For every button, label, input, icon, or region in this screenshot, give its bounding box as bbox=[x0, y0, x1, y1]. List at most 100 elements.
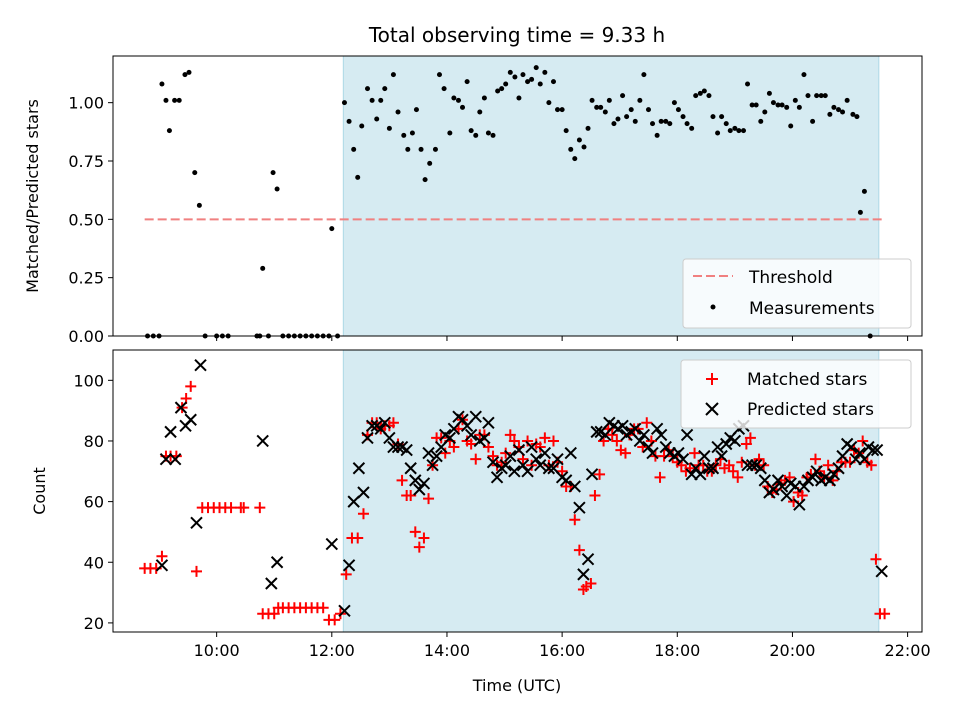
matched-star-point bbox=[405, 490, 417, 502]
predicted-star-point bbox=[521, 465, 534, 478]
measurement-point bbox=[861, 188, 867, 194]
measurement-point bbox=[602, 109, 608, 115]
top-legend: Threshold Measurements bbox=[682, 258, 912, 329]
measurement-point bbox=[770, 100, 776, 106]
x-tick-label: 14:00 bbox=[424, 641, 470, 660]
measurement-point bbox=[762, 109, 768, 115]
y-tick-label: 0.50 bbox=[68, 210, 104, 229]
measurement-point bbox=[706, 93, 712, 99]
measurement-point bbox=[563, 128, 569, 134]
measurement-point bbox=[784, 104, 790, 110]
measurement-point bbox=[405, 146, 411, 152]
measurement-point bbox=[533, 65, 539, 71]
top-y-axis-ticks: 0.00 0.25 0.50 0.75 1.00 bbox=[68, 94, 113, 346]
predicted-star-point bbox=[793, 498, 806, 511]
y-tick-label: 20 bbox=[84, 614, 104, 633]
measurement-point bbox=[741, 128, 747, 134]
predicted-star-point bbox=[745, 459, 759, 472]
predicted-star-point bbox=[391, 440, 405, 454]
matched-star-point bbox=[879, 608, 891, 620]
measurement-point bbox=[658, 118, 664, 124]
measurement-point bbox=[507, 69, 513, 75]
bottom-y-axis-ticks: 20 40 60 80 100 bbox=[73, 371, 113, 633]
predicted-star-point bbox=[875, 565, 888, 578]
predicted-star-point bbox=[478, 431, 491, 445]
measurement-point bbox=[598, 104, 604, 110]
matched-star-point bbox=[585, 577, 597, 589]
measurement-point bbox=[401, 132, 407, 138]
matched-star-point bbox=[809, 453, 821, 465]
measurement-point bbox=[422, 177, 428, 183]
predicted-star-point bbox=[174, 401, 188, 414]
predicted-star-point bbox=[159, 452, 173, 466]
predicted-star-point bbox=[365, 419, 379, 433]
measurement-point bbox=[525, 79, 531, 85]
predicted-star-point bbox=[352, 462, 366, 475]
predicted-star-point bbox=[577, 568, 590, 581]
measurement-point bbox=[427, 160, 433, 166]
predicted-star-point bbox=[706, 462, 720, 475]
matched-star-point bbox=[423, 493, 435, 505]
bottom-x-axis-ticks: 10:00 12:00 14:00 16:00 18:00 20:00 22:00 bbox=[194, 632, 931, 660]
measurement-point bbox=[512, 74, 518, 80]
predicted-star-point bbox=[581, 553, 595, 566]
measurement-point bbox=[386, 125, 392, 131]
predicted-star-point bbox=[629, 422, 642, 436]
matched-star-point bbox=[439, 447, 451, 459]
measurement-point bbox=[645, 107, 651, 113]
y-tick-label: 80 bbox=[84, 432, 104, 451]
measurement-point bbox=[745, 81, 751, 87]
measurement-point bbox=[805, 93, 811, 99]
measurement-point bbox=[559, 107, 565, 113]
predicted-star-point bbox=[694, 468, 707, 481]
y-tick-label: 1.00 bbox=[68, 94, 104, 113]
measurement-point bbox=[460, 104, 466, 110]
predicted-star-point bbox=[585, 468, 599, 481]
measurement-point bbox=[542, 69, 548, 75]
measurement-point bbox=[495, 88, 501, 94]
matched-star-point bbox=[317, 602, 329, 614]
measurement-point bbox=[172, 97, 178, 103]
predicted-star-point bbox=[499, 459, 512, 472]
measurement-point bbox=[503, 81, 509, 87]
measurement-point bbox=[182, 72, 188, 78]
legend-matched-label: Matched stars bbox=[747, 370, 867, 390]
measurement-point bbox=[779, 102, 785, 108]
top-legend-box bbox=[682, 258, 912, 329]
predicted-star-point bbox=[512, 443, 526, 457]
measurement-point bbox=[432, 146, 438, 152]
predicted-star-point bbox=[530, 452, 543, 466]
matched-star-point bbox=[487, 450, 499, 462]
predicted-star-point bbox=[573, 501, 586, 514]
predicted-star-point bbox=[400, 443, 413, 457]
predicted-star-point bbox=[590, 425, 603, 439]
top-plot-marks bbox=[144, 65, 885, 339]
predicted-star-point bbox=[642, 440, 655, 454]
matched-star-point bbox=[500, 447, 512, 459]
measurement-point bbox=[792, 97, 798, 103]
predicted-star-point bbox=[194, 358, 207, 372]
measurement-point bbox=[499, 86, 505, 92]
measurement-point bbox=[166, 128, 172, 134]
matched-star-point bbox=[534, 441, 546, 453]
measurement-point bbox=[159, 81, 165, 87]
measurement-point bbox=[529, 76, 535, 82]
legend-predicted-label: Predicted stars bbox=[747, 400, 874, 420]
predicted-star-point bbox=[164, 425, 177, 439]
x-tick-label: 18:00 bbox=[654, 641, 700, 660]
predicted-star-point bbox=[378, 416, 391, 429]
measurement-point bbox=[436, 72, 442, 78]
legend-threshold-label: Threshold bbox=[748, 268, 833, 288]
legend-measurements-marker bbox=[710, 304, 716, 310]
measurement-point bbox=[546, 100, 552, 106]
measurement-point bbox=[814, 93, 820, 99]
measurement-point bbox=[611, 121, 617, 127]
predicted-star-point bbox=[823, 474, 837, 487]
y-tick-label: 100 bbox=[73, 371, 104, 390]
matched-star-point bbox=[329, 614, 341, 626]
y-tick-label: 0.00 bbox=[68, 327, 104, 346]
measurement-point bbox=[810, 118, 816, 124]
measurement-point bbox=[701, 88, 707, 94]
matched-star-point bbox=[870, 553, 882, 565]
predicted-star-point bbox=[409, 474, 422, 487]
